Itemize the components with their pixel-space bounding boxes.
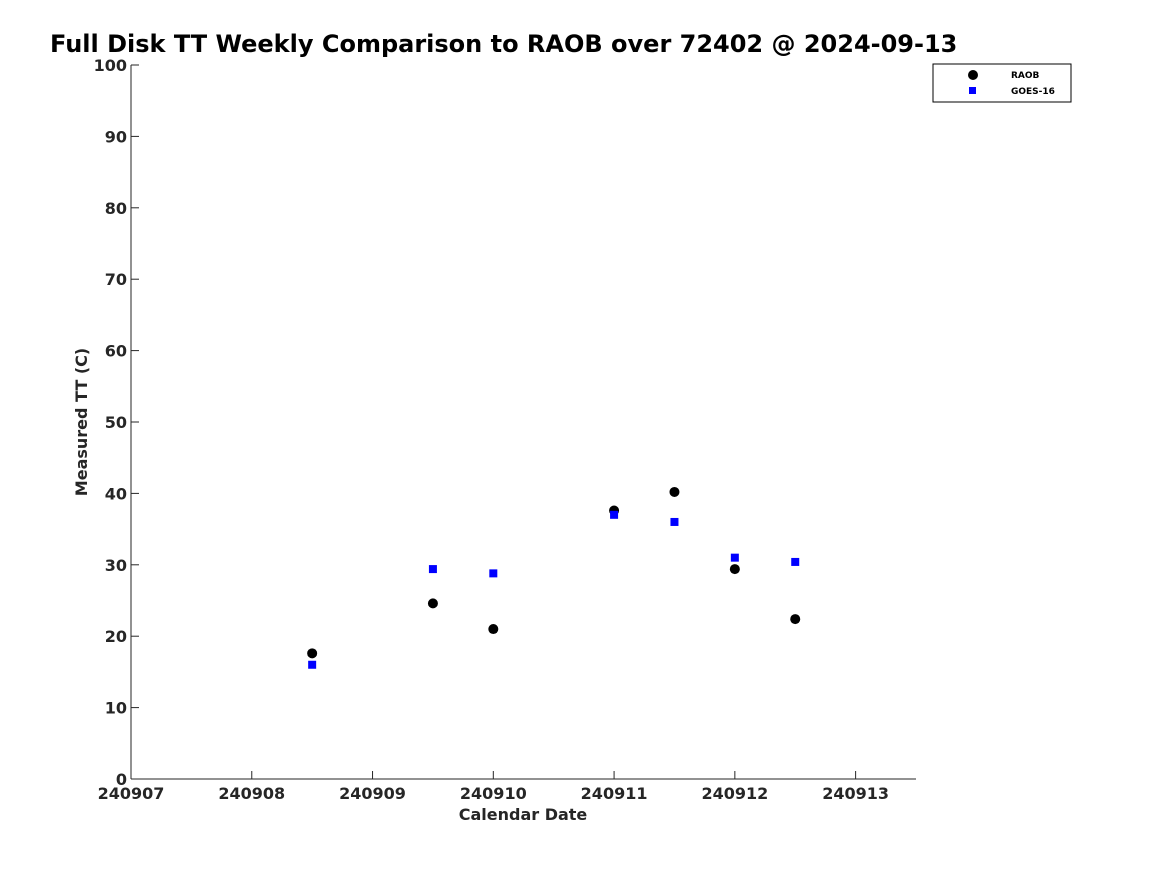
x-tick-label: 240911 [581, 784, 648, 803]
chart-title: Full Disk TT Weekly Comparison to RAOB o… [50, 30, 957, 58]
data-point-raob [790, 614, 801, 625]
legend-marker-goes16 [969, 87, 976, 94]
data-point-goes16 [489, 569, 498, 578]
y-tick-label: 10 [105, 699, 127, 718]
legend: RAOB GOES-16 [932, 63, 1072, 103]
y-tick-label: 80 [105, 199, 127, 218]
data-point-raob [669, 486, 680, 497]
y-tick-label: 0 [116, 770, 127, 789]
x-ticks: 240907 240908 240909 240910 240911 240912 2409… [98, 771, 889, 803]
data-point-raob [427, 598, 438, 609]
y-tick-label: 90 [105, 127, 127, 146]
x-tick-label: 240912 [701, 784, 768, 803]
x-tick-label: 240909 [339, 784, 406, 803]
y-tick-label: 30 [105, 556, 127, 575]
x-tick-label: 240907 [98, 784, 165, 803]
y-ticks: 0 10 20 30 40 50 60 70 80 90 100 [94, 56, 139, 789]
y-tick-label: 100 [94, 56, 127, 75]
x-tick-label: 240908 [218, 784, 285, 803]
legend-label-goes16: GOES-16 [1011, 87, 1055, 97]
data-point-goes16 [670, 517, 679, 526]
y-axis-label: Measured TT (C) [72, 348, 91, 496]
data-point-raob [488, 624, 499, 635]
data-point-goes16 [428, 565, 437, 574]
data-point-raob [307, 648, 318, 659]
legend-marker-raob [968, 70, 978, 80]
data-markers [307, 486, 801, 669]
data-point-goes16 [791, 557, 800, 566]
y-tick-label: 70 [105, 270, 127, 289]
x-tick-label: 240913 [822, 784, 889, 803]
x-axis-label: Calendar Date [459, 805, 588, 824]
x-tick-label: 240910 [460, 784, 527, 803]
y-tick-label: 20 [105, 627, 127, 646]
data-point-raob [729, 564, 740, 575]
data-point-goes16 [308, 660, 317, 669]
y-tick-label: 50 [105, 413, 127, 432]
y-tick-label: 40 [105, 484, 127, 503]
legend-box [932, 63, 1072, 103]
legend-label-raob: RAOB [1011, 71, 1040, 81]
y-tick-label: 60 [105, 342, 127, 361]
data-point-goes16 [610, 510, 619, 519]
plot-area [130, 65, 916, 780]
data-point-goes16 [730, 553, 739, 562]
